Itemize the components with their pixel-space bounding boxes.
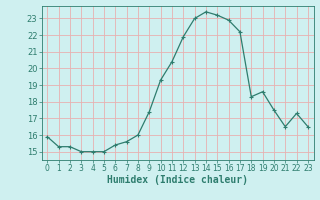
X-axis label: Humidex (Indice chaleur): Humidex (Indice chaleur) xyxy=(107,175,248,185)
